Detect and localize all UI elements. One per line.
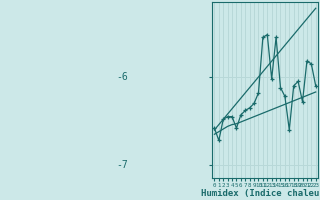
Text: -7: -7 — [116, 160, 128, 170]
Text: -6: -6 — [116, 72, 128, 82]
X-axis label: Humidex (Indice chaleur): Humidex (Indice chaleur) — [201, 189, 320, 198]
